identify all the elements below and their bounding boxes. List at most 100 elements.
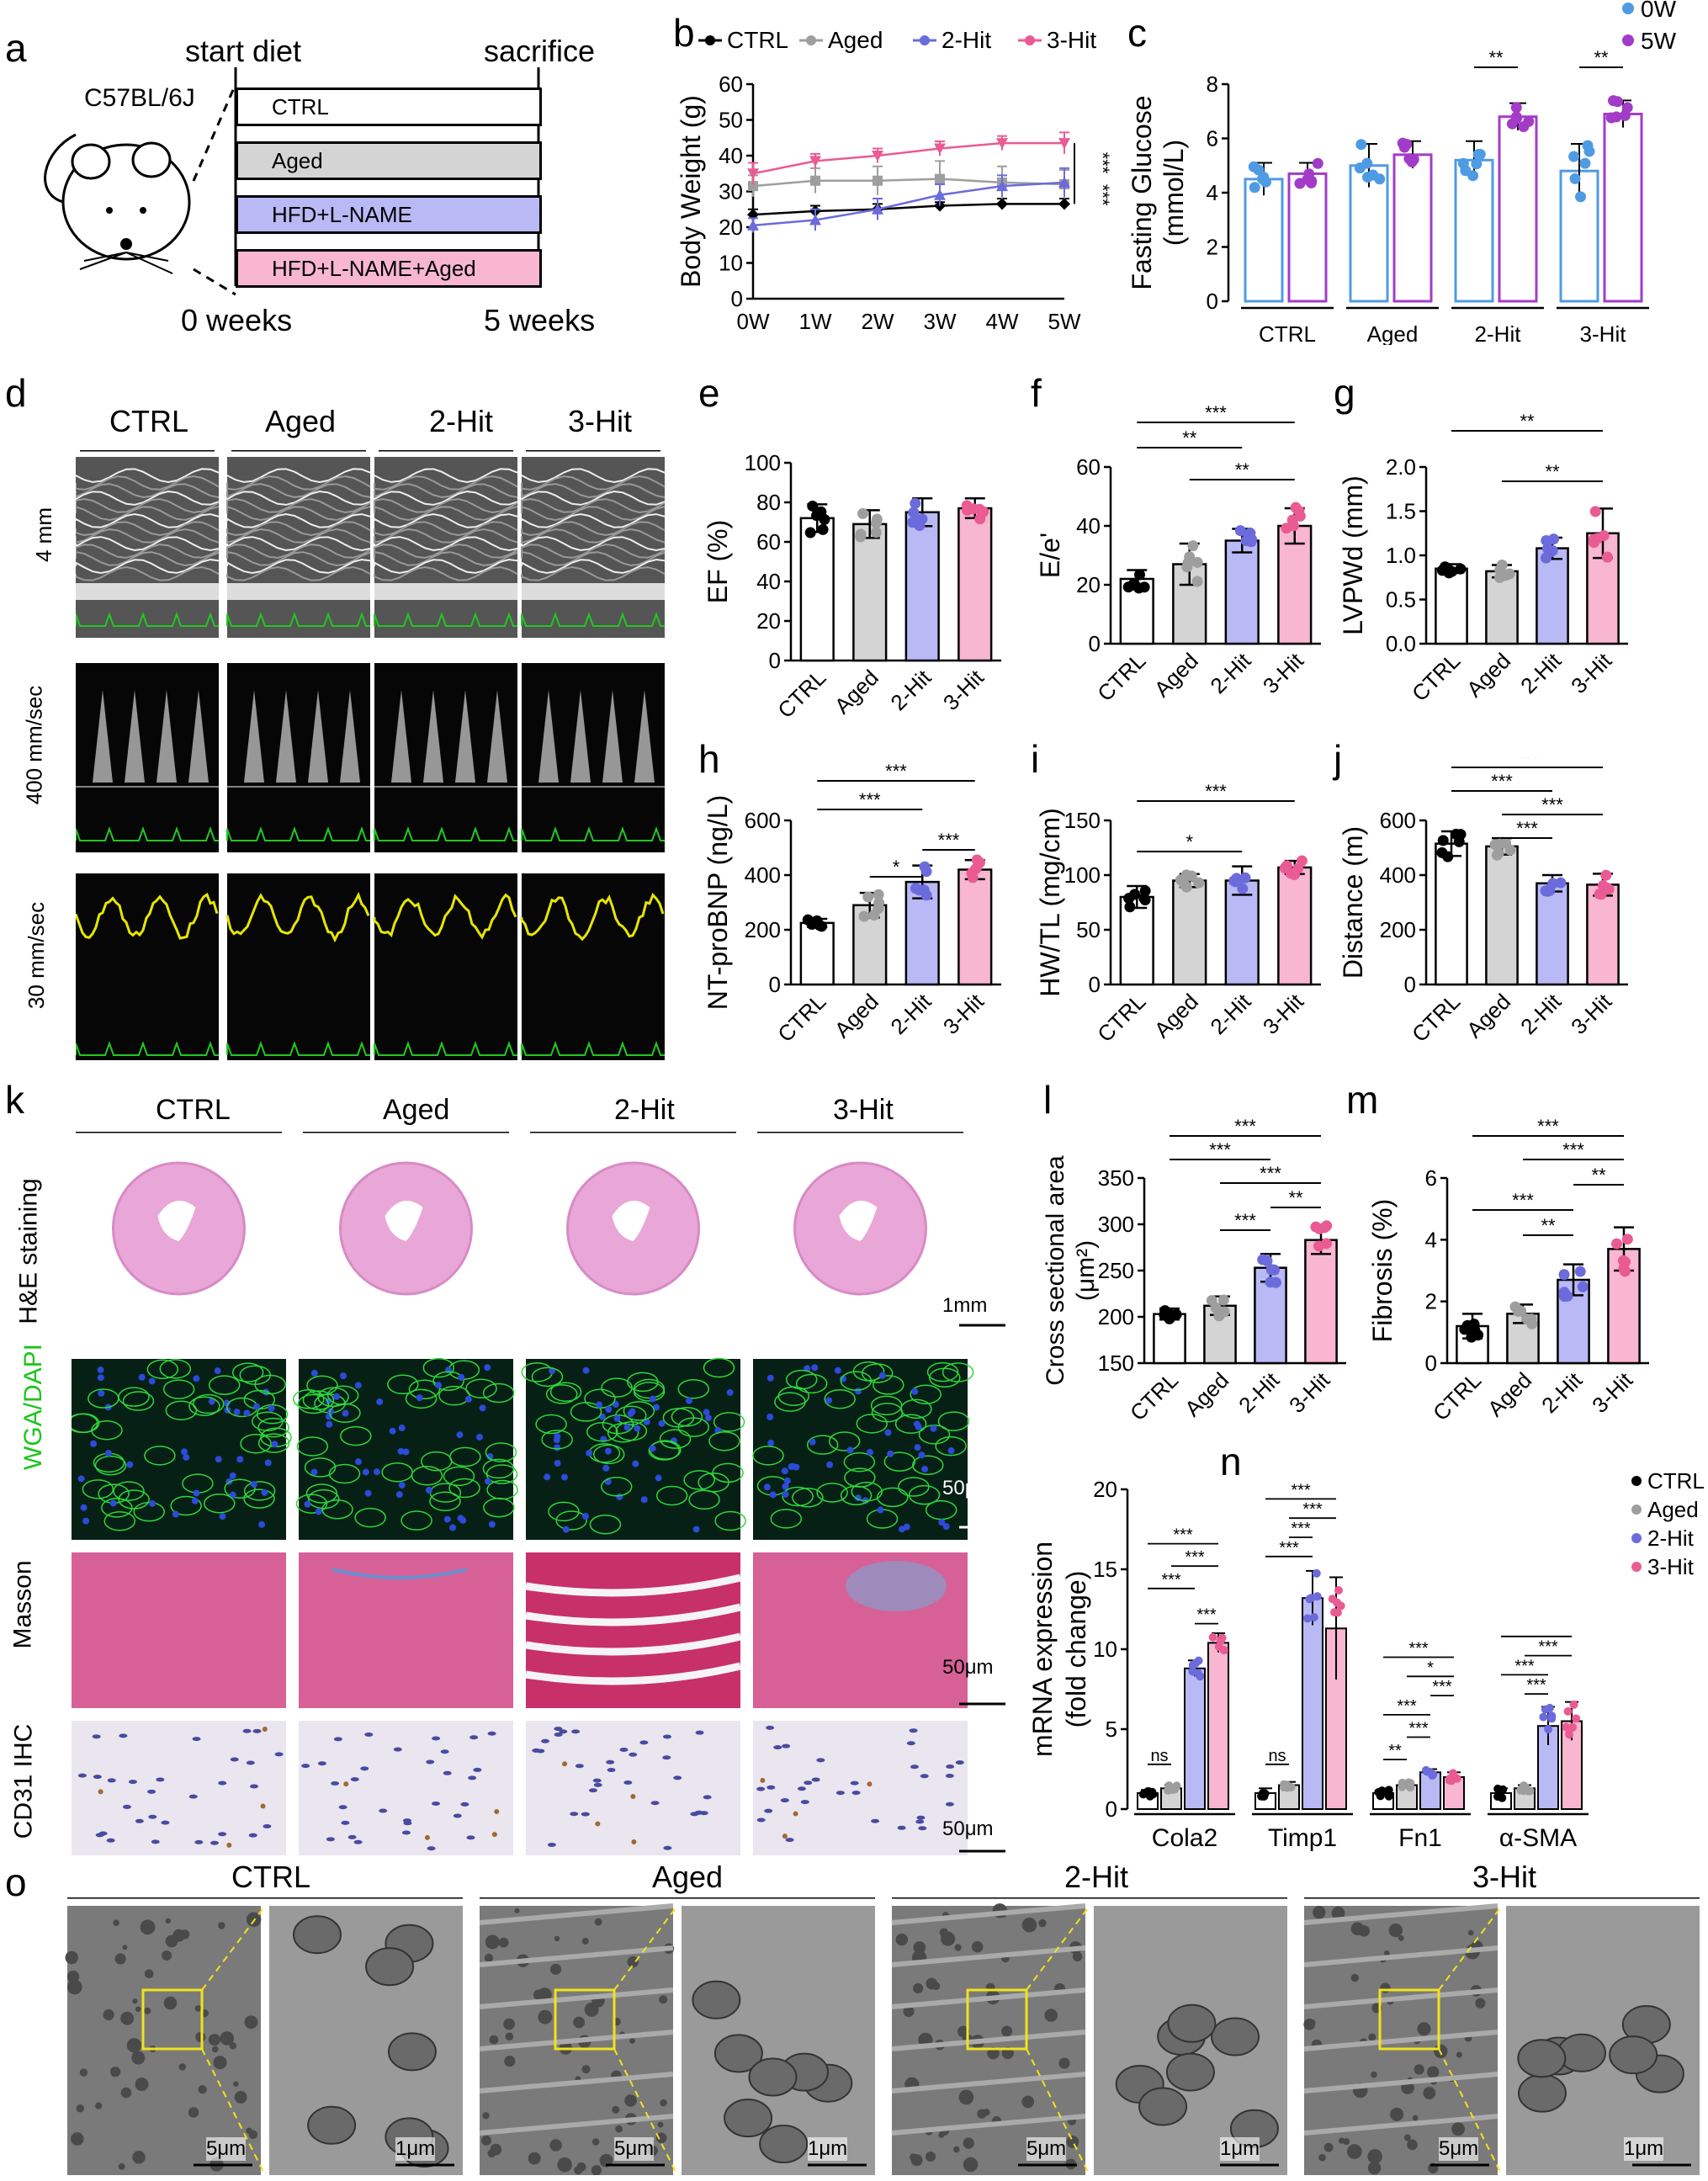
masson-gap xyxy=(525,1573,742,1597)
wga-cell xyxy=(302,1390,335,1410)
tem-texture xyxy=(66,1979,82,1995)
x-tick-label: CTRL xyxy=(772,989,830,1047)
mitochondrion xyxy=(692,1980,741,2019)
dapi-nucleus xyxy=(554,1433,561,1441)
cd31-nucleus xyxy=(393,1747,402,1752)
cd31-nucleus xyxy=(592,1778,602,1783)
cd31-nucleus xyxy=(662,1734,671,1739)
tem-texture xyxy=(490,2143,502,2156)
doppler-peak xyxy=(423,690,443,783)
x-tick-label: CTRL xyxy=(1092,989,1150,1047)
sig-label: *** xyxy=(1397,1697,1417,1716)
y-axis-label: Distance (m) xyxy=(1338,826,1368,979)
dapi-nucleus xyxy=(640,1496,648,1504)
wga-cell xyxy=(88,1388,119,1409)
data-point xyxy=(1058,198,1070,210)
tissue-doppler-trace xyxy=(520,893,665,942)
data-point xyxy=(1219,1646,1228,1655)
dapi-nucleus xyxy=(310,1468,318,1476)
tem-texture xyxy=(1414,2064,1424,2075)
cd31-nucleus xyxy=(773,1745,782,1750)
ecg-trace xyxy=(521,612,665,627)
wga-cell xyxy=(795,1373,828,1394)
tem-texture xyxy=(480,2135,491,2146)
data-point xyxy=(1621,1234,1633,1245)
y-tick-label: 20 xyxy=(756,608,781,634)
tem-texture xyxy=(581,2065,591,2074)
dapi-nucleus xyxy=(97,1366,104,1374)
tem-images xyxy=(65,1897,1700,2175)
sig-label: *** xyxy=(1408,1640,1429,1658)
wga-cell xyxy=(159,1359,192,1379)
wga-cell xyxy=(192,1393,225,1414)
cd31-nucleus xyxy=(571,1729,581,1734)
cd31-nucleus xyxy=(871,1818,880,1823)
tem-texture xyxy=(103,2009,114,2021)
dapi-nucleus xyxy=(148,1377,156,1385)
tem-texture xyxy=(194,2005,202,2012)
cd31-stain xyxy=(262,1727,268,1733)
cd31-nucleus xyxy=(301,1764,310,1769)
wga-cell xyxy=(677,1417,710,1437)
data-point xyxy=(1133,582,1145,594)
dapi-nucleus xyxy=(208,1398,215,1405)
data-point xyxy=(1494,564,1506,576)
data-point xyxy=(1446,565,1458,577)
doppler-peak xyxy=(244,690,264,783)
dapi-nucleus xyxy=(219,1513,226,1520)
tem-myofibril xyxy=(891,1945,1086,1967)
dapi-nucleus xyxy=(766,1374,774,1382)
x-tick-label: 2-Hit xyxy=(885,664,936,715)
cd31-nucleus xyxy=(946,1764,955,1770)
legend-label: 3-Hit xyxy=(1047,27,1096,53)
dapi-nucleus xyxy=(653,1404,660,1411)
sig-label: *** xyxy=(1173,1526,1193,1545)
cd31-nucleus xyxy=(360,1766,369,1771)
cd31-nucleus xyxy=(920,1774,929,1779)
wga-cell xyxy=(806,1435,839,1455)
legend-marker xyxy=(1631,1504,1642,1515)
tem-texture xyxy=(144,1969,154,1979)
data-point xyxy=(1260,176,1272,188)
y-tick-label: 600 xyxy=(1380,808,1416,833)
dapi-nucleus xyxy=(692,1526,700,1533)
wga-cell xyxy=(321,1499,353,1520)
cd31-nucleus xyxy=(851,1791,861,1796)
tem-texture xyxy=(65,1950,78,1965)
tem-texture xyxy=(655,2132,667,2144)
wga-cell xyxy=(627,1372,659,1393)
dapi-nucleus xyxy=(623,1424,631,1431)
sig-label: *** xyxy=(1514,1657,1535,1675)
wga-cell xyxy=(465,1378,497,1398)
x-tick-label: CTRL xyxy=(1092,648,1150,706)
data-point xyxy=(1313,1223,1325,1234)
dapi-nucleus xyxy=(613,1414,621,1422)
tem-texture xyxy=(538,2009,553,2024)
legend-marker xyxy=(1622,3,1634,14)
echo-trace xyxy=(521,497,666,513)
mitochondrion xyxy=(1167,2003,1217,2043)
echo-trace xyxy=(521,475,666,491)
tem-texture xyxy=(1066,2136,1079,2148)
chart-cross-sectional-area: 150 200 250 300 350 Cross sectional area CTRLA… xyxy=(1043,1116,1346,1425)
data-point xyxy=(1187,540,1199,552)
wga-cell xyxy=(307,1488,340,1510)
y-tick-label: 600 xyxy=(745,808,781,833)
data-point xyxy=(1574,1266,1586,1277)
data-point xyxy=(1437,835,1449,846)
x-tick-label: CTRL xyxy=(1407,989,1465,1047)
data-point xyxy=(747,219,759,231)
echo-image xyxy=(76,873,219,1060)
cd31-nucleus xyxy=(350,1777,359,1782)
dapi-nucleus xyxy=(271,1441,278,1448)
dapi-nucleus xyxy=(214,1367,221,1375)
y-tick-label: 0 xyxy=(1106,1796,1117,1822)
cd31-nucleus xyxy=(629,1752,638,1757)
row-label-wga: WGA/DAPI xyxy=(19,1343,48,1471)
group-bar-aged: Aged xyxy=(236,141,542,180)
dapi-nucleus xyxy=(264,1459,272,1467)
y-tick-label: 200 xyxy=(745,917,781,942)
data-point xyxy=(1191,576,1203,587)
wga-cell xyxy=(824,1388,856,1409)
